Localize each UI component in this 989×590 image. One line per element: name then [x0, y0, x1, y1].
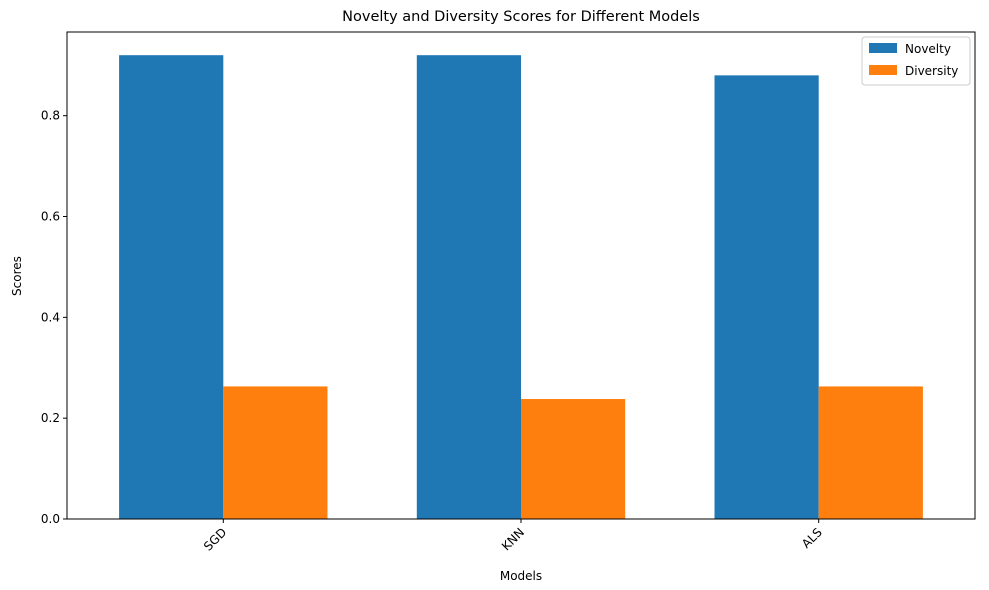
bars-group — [119, 55, 923, 519]
chart-title: Novelty and Diversity Scores for Differe… — [342, 9, 700, 25]
x-tick-label-knn: KNN — [499, 525, 527, 553]
bar-novelty-sgd — [119, 55, 224, 519]
legend: Novelty Diversity — [861, 36, 971, 86]
x-axis: SGD KNN ALS — [201, 519, 825, 554]
y-tick-label: 0.4 — [41, 310, 60, 324]
y-axis-label: Scores — [10, 256, 24, 296]
bar-diversity-knn — [521, 399, 626, 519]
bar-diversity-sgd — [223, 386, 328, 519]
bar-novelty-knn — [416, 55, 521, 519]
x-tick-label-als: ALS — [799, 525, 825, 551]
y-tick-label: 0.8 — [41, 109, 60, 123]
legend-swatch-novelty — [869, 43, 897, 53]
x-tick-label-sgd: SGD — [201, 525, 229, 553]
legend-label-novelty: Novelty — [905, 42, 951, 56]
x-axis-label: Models — [500, 569, 542, 583]
legend-label-diversity: Diversity — [905, 64, 958, 78]
y-tick-label: 0.6 — [41, 210, 60, 224]
bar-diversity-als — [818, 386, 923, 519]
legend-swatch-diversity — [869, 65, 897, 75]
bar-novelty-als — [714, 75, 819, 519]
y-tick-label: 0.0 — [41, 512, 60, 526]
y-axis: 0.0 0.2 0.4 0.6 0.8 — [41, 109, 67, 526]
y-tick-label: 0.2 — [41, 411, 60, 425]
